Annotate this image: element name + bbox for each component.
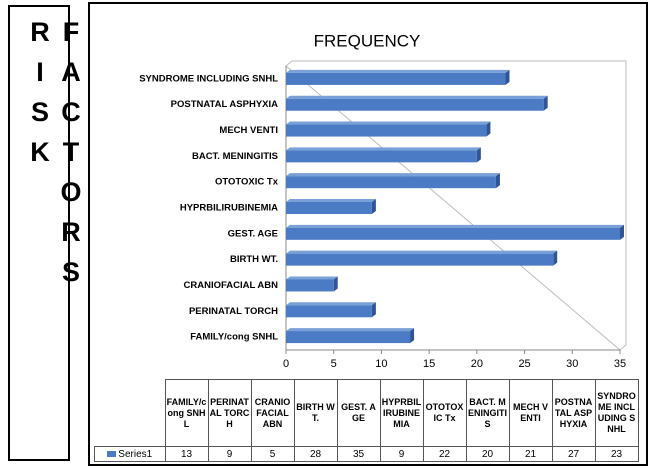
bar-side	[333, 276, 338, 292]
bar	[286, 98, 544, 111]
y-tick-label: PERINATAL TORCH	[189, 306, 278, 317]
bar-top	[286, 147, 481, 151]
x-tick-label: 10	[375, 358, 387, 370]
table-value: 20	[465, 446, 510, 462]
blank-cell	[95, 380, 166, 447]
x-tick-label: 35	[614, 358, 626, 370]
y-tick-label: FAMILY/cong SNHL	[190, 332, 278, 343]
table-header: POSTNATAL ASPHYXIA	[551, 379, 596, 447]
table-header: HYPRBILIRUBINEMIA	[379, 379, 424, 447]
bar-side	[476, 147, 481, 163]
x-tick-label: 15	[423, 358, 435, 370]
table-header: BIRTH WT.	[293, 379, 338, 447]
legend-cell: Series1	[94, 446, 166, 462]
data-table: FAMILY/cong SNHL PERINATAL TORCH CRANIOFAC…	[94, 379, 639, 462]
chart-box: FREQUENCY 0 5 10 15 20 25 30 35 FAMILY/cong SNHL…	[88, 2, 648, 466]
legend-label: Series1	[118, 448, 153, 460]
table-header: MECH VENTI	[508, 379, 553, 447]
y-tick-label: CRANIOFACIAL ABN	[184, 280, 279, 291]
bar	[286, 150, 477, 163]
bar-top	[286, 173, 500, 177]
table-header: CRANIOFACIAL ABN	[250, 379, 295, 447]
bar-side	[486, 121, 491, 137]
table-header: GEST. AGE	[336, 379, 381, 447]
table-value: 22	[422, 446, 467, 462]
bar-side	[505, 69, 510, 85]
table-header: SYNDROME INCLUDING SNHL	[594, 379, 639, 447]
table-value: 23	[594, 446, 639, 462]
table-value: 9	[379, 446, 424, 462]
bar-top	[286, 121, 491, 125]
bar-top	[286, 224, 624, 228]
x-tick-label: 30	[566, 358, 578, 370]
table-header: BACT. MENINGITIS	[465, 379, 510, 447]
y-tick-label: BIRTH WT.	[230, 254, 278, 265]
bar-top	[286, 199, 376, 202]
y-tick-label: BACT. MENINGITIS	[192, 151, 278, 162]
x-tick-label: 5	[331, 358, 337, 370]
bar-side	[620, 224, 624, 240]
y-tick-label: GEST. AGE	[228, 228, 278, 239]
bar	[286, 331, 411, 344]
side-label: RISK FACTORS	[25, 17, 86, 297]
table-value: 5	[250, 446, 295, 462]
bar-side	[543, 95, 548, 111]
bar	[286, 72, 506, 85]
value-row: Series1 13 9 5 28 35 9 22 20 21 27 23	[94, 446, 639, 462]
chart-title: FREQUENCY	[314, 31, 421, 50]
bar	[286, 124, 487, 137]
bar-top	[286, 95, 548, 99]
x-tick-label: 25	[518, 358, 530, 370]
bar-side	[410, 328, 415, 344]
header-row: FAMILY/cong SNHL PERINATAL TORCH CRANIOFAC…	[95, 379, 639, 447]
table-value: 9	[207, 446, 252, 462]
y-tick-label: HYPRBILIRUBINEMIA	[180, 203, 278, 214]
table-header: PERINATAL TORCH	[207, 379, 252, 447]
bar	[286, 279, 334, 292]
x-tick-label: 20	[471, 358, 483, 370]
y-tick-label: MECH VENTI	[219, 125, 278, 136]
table-header: OTOTOXIC Tx	[422, 379, 467, 447]
y-tick-label: POSTNATAL ASPHYXIA	[171, 99, 278, 110]
x-tick-label: 0	[283, 358, 289, 370]
bar-side	[553, 250, 558, 266]
bar	[286, 176, 496, 189]
y-tick-label: SYNDROME INCLUDING SNHL	[139, 73, 278, 84]
bar-top	[286, 250, 558, 254]
bar-top	[286, 328, 415, 332]
table-value: 13	[164, 446, 209, 462]
bar	[286, 227, 620, 240]
bar-top	[286, 302, 376, 306]
table-value: 27	[551, 446, 596, 462]
bar	[286, 253, 554, 266]
bar	[286, 202, 372, 214]
table-header: FAMILY/cong SNHL	[164, 379, 209, 447]
bar-side	[495, 173, 500, 189]
bar-top	[286, 276, 338, 280]
table-value: 21	[508, 446, 553, 462]
table-value: 28	[293, 446, 338, 462]
y-tick-label: OTOTOXIC Tx	[215, 177, 279, 188]
chart: FREQUENCY 0 5 10 15 20 25 30 35 FAMILY/cong SNHL…	[139, 31, 627, 370]
side-box: RISK FACTORS	[8, 5, 86, 461]
bar-top	[286, 69, 510, 73]
bar-side	[371, 302, 376, 318]
bar-side	[371, 199, 376, 214]
bar	[286, 305, 372, 318]
plot-wall	[285, 60, 627, 351]
table-value: 35	[336, 446, 381, 462]
legend-swatch	[107, 450, 117, 457]
